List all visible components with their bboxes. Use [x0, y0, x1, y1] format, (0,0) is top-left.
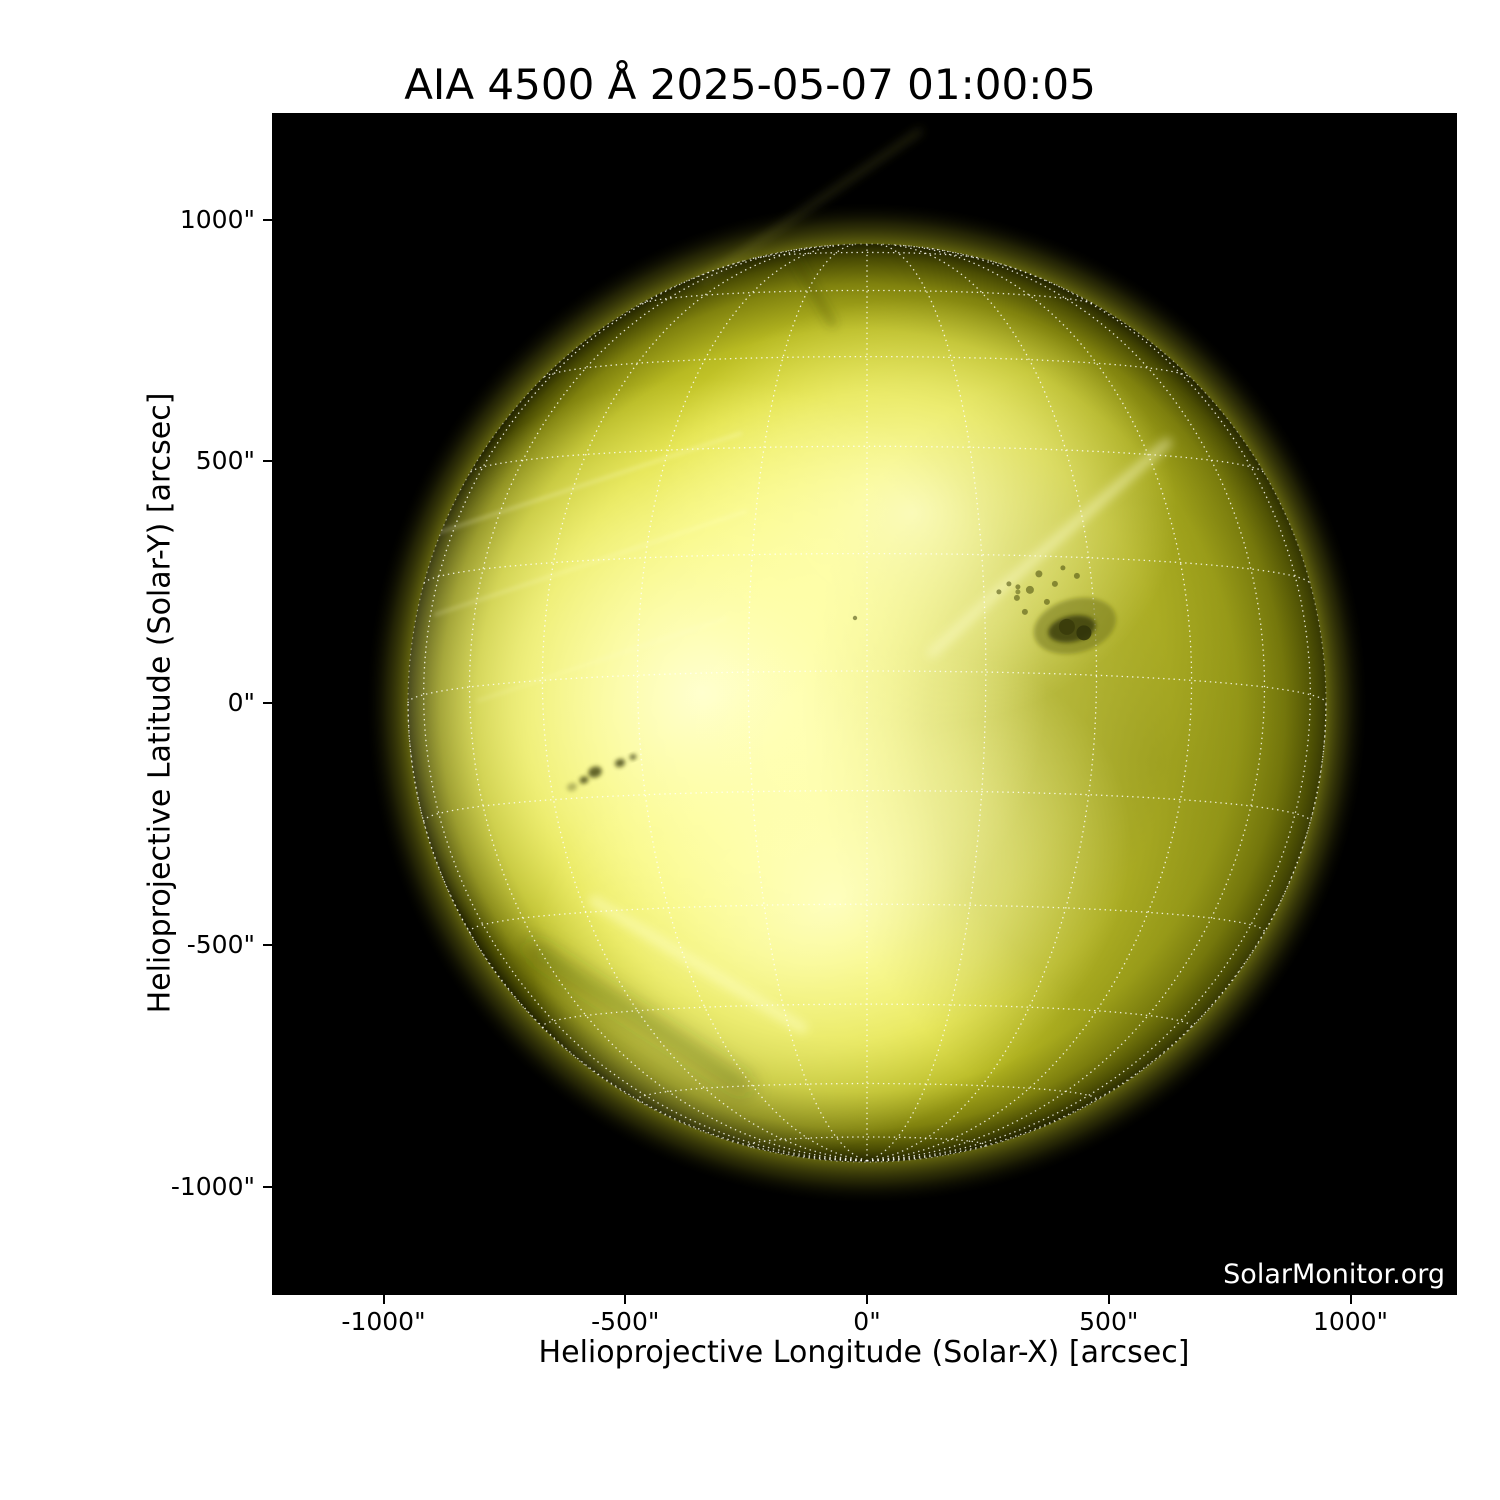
- sunspot-pore: [566, 782, 578, 792]
- solar-disk-image: SolarMonitor.org: [272, 113, 1457, 1295]
- disk-shading: [408, 249, 1326, 1162]
- y-tick-mark: [263, 1185, 272, 1188]
- dark-smudge-north: [788, 249, 836, 327]
- x-tick-mark: [1349, 1295, 1352, 1304]
- grid-line: [747, 1136, 987, 1148]
- x-tick-label: 0": [853, 1307, 881, 1336]
- sunspot-pore: [579, 776, 589, 784]
- x-tick-mark: [624, 1295, 627, 1304]
- y-tick-label: -500": [186, 929, 255, 959]
- sunspot-speckle: [1006, 581, 1012, 587]
- sunspot-speckle: [1060, 565, 1066, 571]
- sunspot-speckle: [1025, 585, 1034, 594]
- y-tick-label: -1000": [170, 1171, 255, 1201]
- x-tick-label: -500": [591, 1307, 660, 1336]
- x-tick-label: -1000": [341, 1307, 426, 1336]
- heliographic-grid: [407, 243, 1327, 1163]
- limb-dotted-circle: [407, 243, 1327, 1163]
- x-tick-label: 1000": [1312, 1307, 1389, 1336]
- grid-line: [747, 243, 868, 1162]
- grid-line: [866, 244, 1193, 1162]
- bright-region-north: [647, 298, 1177, 728]
- bright-streak-southeast: [588, 895, 808, 1034]
- sunspot-speckle: [1013, 594, 1020, 601]
- faint-wisp-above-limb: [700, 129, 922, 283]
- x-tick-mark: [866, 1295, 868, 1304]
- grid-line: [468, 246, 868, 1162]
- grid-line: [866, 702, 1327, 1162]
- grid-line: [468, 903, 1266, 934]
- sunspot-pore: [588, 766, 602, 778]
- sunspot-speckle: [1015, 589, 1021, 595]
- grid-line: [636, 1082, 1098, 1102]
- grid-line: [422, 789, 1312, 822]
- grid-line: [543, 355, 1191, 378]
- sunspot-speckle: [1021, 608, 1028, 615]
- sunspot-core: [1076, 625, 1092, 641]
- y-tick-label: 0": [227, 688, 255, 717]
- sunspot-speckle: [1051, 580, 1058, 587]
- sunspot-speckle: [1073, 572, 1080, 579]
- sunspot-core: [1058, 618, 1075, 635]
- y-tick-mark: [263, 218, 272, 221]
- sunspot-speckle: [1015, 584, 1021, 590]
- grid-line: [470, 445, 1264, 473]
- sunspot-pore: [614, 758, 626, 768]
- grid-line: [407, 702, 868, 1162]
- y-tick-label: 500": [195, 446, 255, 476]
- scratch-line-east-3: [476, 617, 728, 702]
- grid-line: [866, 246, 1266, 1162]
- sunspot-speckle: [996, 589, 1002, 595]
- x-tick-mark: [1107, 1295, 1110, 1304]
- bright-region-south: [532, 648, 1132, 1158]
- grid-line: [866, 243, 987, 1162]
- y-tick-mark: [263, 702, 272, 704]
- grid-line: [752, 251, 982, 260]
- sunspot-layer: [566, 565, 1117, 792]
- y-tick-label: 1000": [179, 204, 255, 234]
- grid-line: [541, 244, 868, 1162]
- sunspot-tiny: [852, 615, 858, 621]
- x-tick-mark: [382, 1295, 385, 1304]
- grid-line: [407, 670, 1327, 704]
- plot-area: SolarMonitor.org: [272, 113, 1457, 1295]
- sunspot-pore: [629, 754, 637, 760]
- y-tick-mark: [263, 943, 272, 946]
- y-tick-mark: [263, 460, 272, 463]
- x-axis-label: Helioprojective Longitude (Solar-X) [arc…: [538, 1335, 1190, 1370]
- scratch-line-east-1: [421, 431, 743, 540]
- dark-lane-southeast: [525, 940, 753, 1094]
- scratch-line-east-2: [433, 509, 748, 617]
- sunspot-speckle: [1035, 570, 1043, 578]
- figure-title: AIA 4500 Å 2025-05-07 01:00:05: [404, 60, 1096, 109]
- x-tick-label: 500": [1079, 1307, 1139, 1336]
- watermark: SolarMonitor.org: [1223, 1259, 1445, 1290]
- sunspot-speckle: [1043, 598, 1050, 605]
